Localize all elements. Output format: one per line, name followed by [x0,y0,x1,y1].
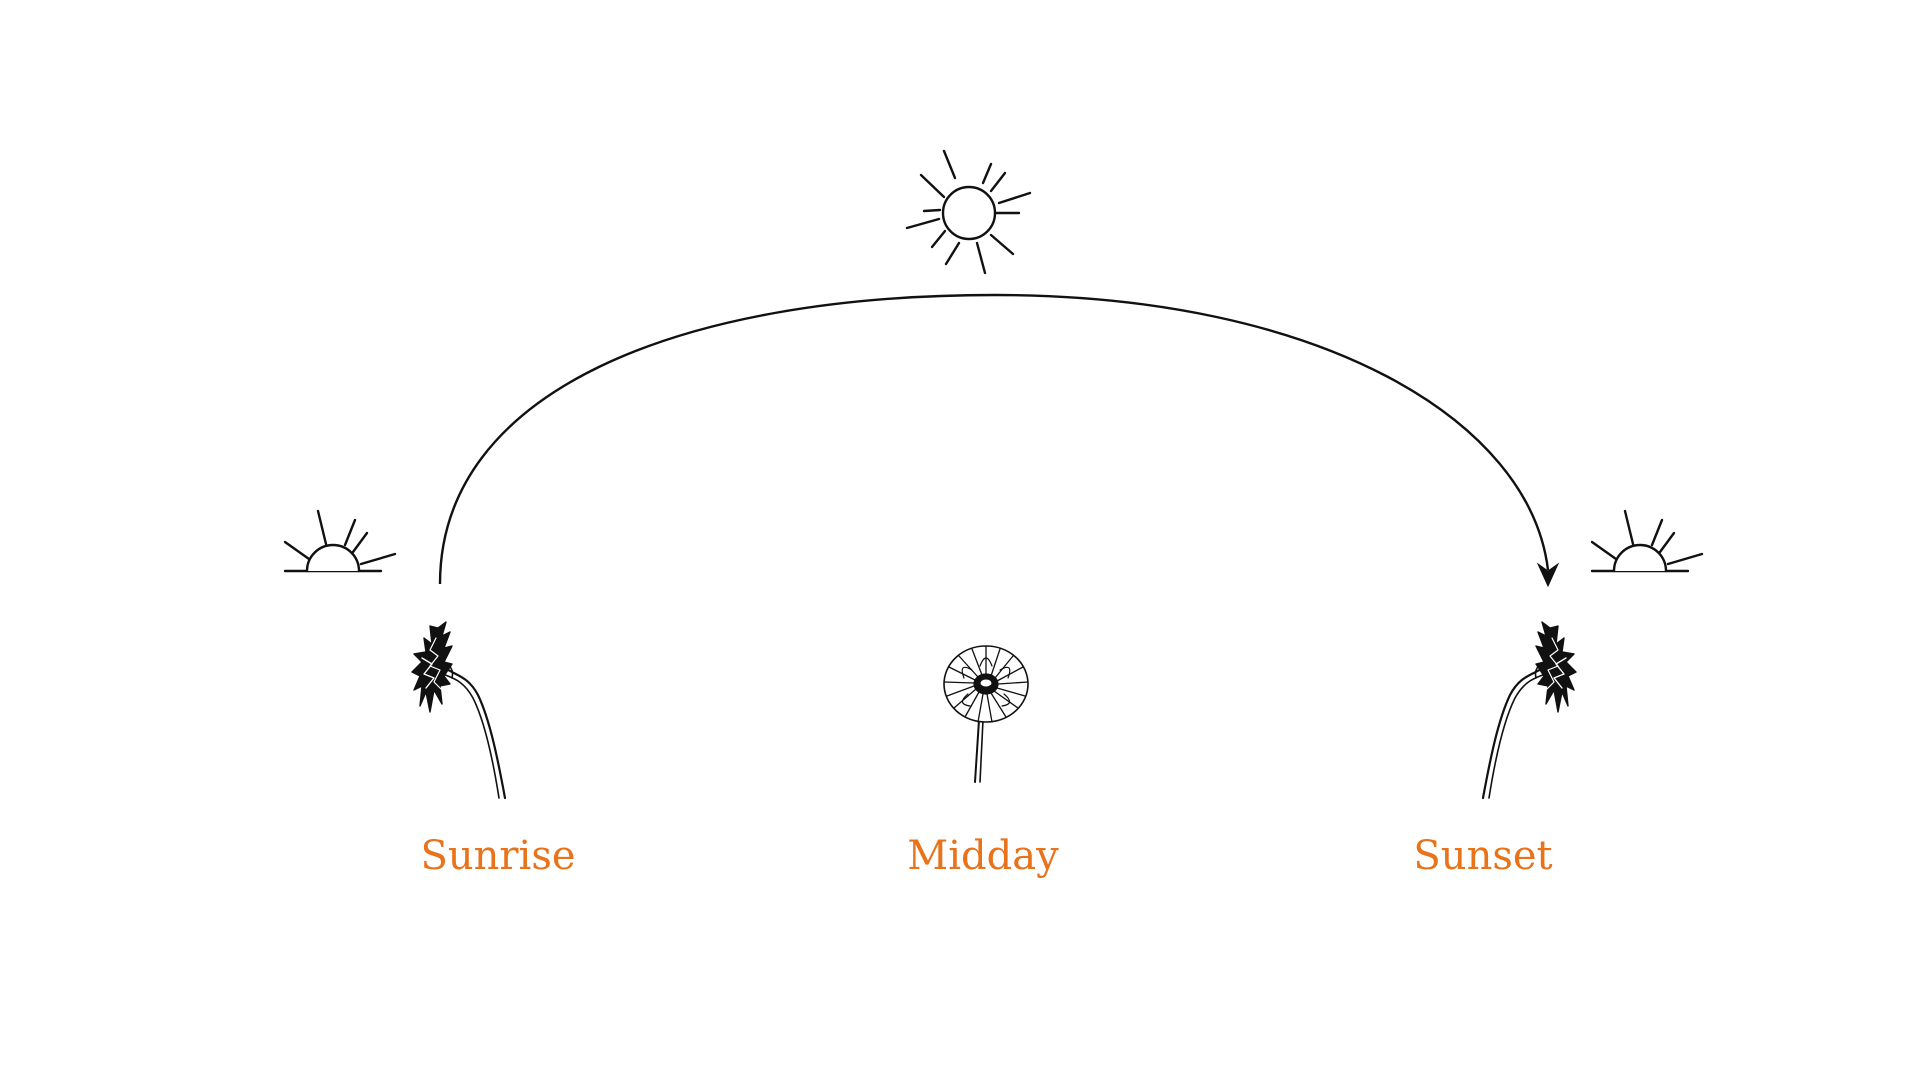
flower-facing-right-icon [1481,621,1577,800]
sunrise-label: Sunrise [420,833,576,879]
arc-arrow-icon [438,293,1560,588]
half-sun-horizon-icon [283,509,397,573]
full-sun-icon [905,149,1032,275]
sunset-label: Sunset [1413,833,1553,879]
midday-label: Midday [907,833,1059,879]
half-sun-horizon-icon [1590,509,1704,573]
flower-facing-left-icon [411,621,507,800]
flower-facing-up-icon [943,645,1029,783]
